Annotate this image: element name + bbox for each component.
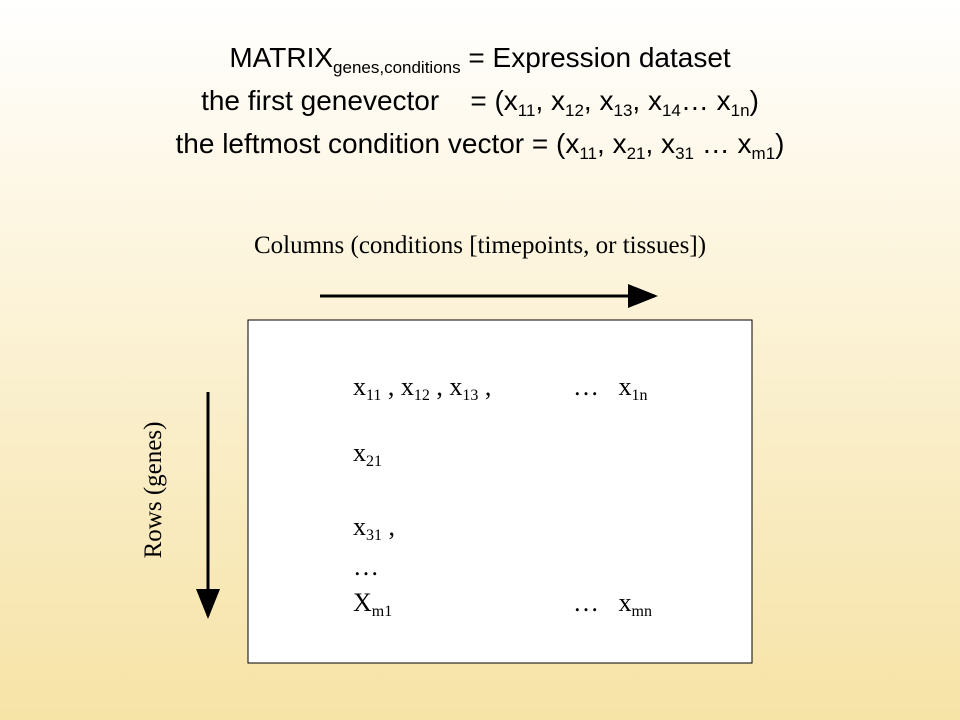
text-run: x xyxy=(353,438,366,467)
subscript: 12 xyxy=(413,387,430,404)
matrix-row: x11 , x12 , x13 ,… x1n xyxy=(353,372,648,404)
subscript: mn xyxy=(631,603,652,620)
matrix-row: Xm1 … xmn xyxy=(353,588,652,620)
text-run: , x xyxy=(632,85,662,116)
subscript: 13 xyxy=(462,387,479,404)
text-run: x xyxy=(353,372,366,401)
columns-label: Columns (conditions [timepoints, or tiss… xyxy=(253,232,707,259)
subscript: 31 xyxy=(366,527,382,544)
title: MATRIXgenes,conditions = Expression data… xyxy=(0,36,960,165)
rows-label: Rows (genes) xyxy=(140,421,167,559)
text-run: , x xyxy=(583,85,614,116)
text-run: … x xyxy=(573,588,632,617)
text-run: , x xyxy=(597,128,627,159)
subscript: 11 xyxy=(517,101,536,120)
text-run: , x xyxy=(645,128,676,159)
matrix-cell: x31 , xyxy=(353,512,396,544)
text-run: … x xyxy=(693,128,752,159)
text-run: … xyxy=(353,552,379,581)
text-run: ) xyxy=(775,128,785,159)
matrix-cell: … xyxy=(353,552,379,581)
matrix-row: … xyxy=(353,552,379,582)
subscript: 21 xyxy=(626,144,646,163)
subscript: 13 xyxy=(613,101,633,120)
text-run: ) xyxy=(749,85,759,116)
matrix-row: x31 , xyxy=(353,512,396,544)
matrix-cell: x11 , x12 , x13 , xyxy=(353,372,492,404)
matrix-cell: … x1n xyxy=(573,372,648,404)
matrix-row: x21 xyxy=(353,438,382,470)
subscript: 21 xyxy=(366,453,382,470)
subscript: 31 xyxy=(675,144,694,163)
matrix-cell: Xm1 xyxy=(353,588,393,620)
text-run: the leftmost condition vector = (x xyxy=(175,128,580,159)
subscript: m1 xyxy=(751,144,776,163)
matrix-cell: … xmn xyxy=(573,588,652,620)
subscript: 1n xyxy=(730,101,750,120)
text-run: = Expression dataset xyxy=(460,42,731,73)
text-run: , x xyxy=(381,372,414,401)
title-line: MATRIXgenes,conditions = Expression data… xyxy=(0,36,960,79)
matrix-cell: x21 xyxy=(353,438,382,470)
subscript: m1 xyxy=(371,603,393,620)
subscript: genes,conditions xyxy=(333,58,461,77)
title-line: the first genevector = (x11, x12, x13, x… xyxy=(0,79,960,122)
subscript: 14 xyxy=(661,101,681,120)
text-run: x xyxy=(353,512,366,541)
subscript: 11 xyxy=(579,144,598,163)
title-line: the leftmost condition vector = (x11, x2… xyxy=(0,122,960,165)
subscript: 12 xyxy=(565,101,584,120)
text-run: , xyxy=(478,372,492,401)
text-run: … x xyxy=(573,372,632,401)
text-run: the first genevector = (x xyxy=(201,85,518,116)
matrix-box xyxy=(247,319,753,664)
text-run: … x xyxy=(680,85,731,116)
subscript: 11 xyxy=(366,387,382,404)
text-run: , x xyxy=(535,85,565,116)
text-run: , x xyxy=(429,372,463,401)
subscript: 1n xyxy=(631,387,648,404)
text-run: X xyxy=(353,588,372,617)
text-run: , xyxy=(382,512,396,541)
text-run: MATRIX xyxy=(229,42,334,73)
